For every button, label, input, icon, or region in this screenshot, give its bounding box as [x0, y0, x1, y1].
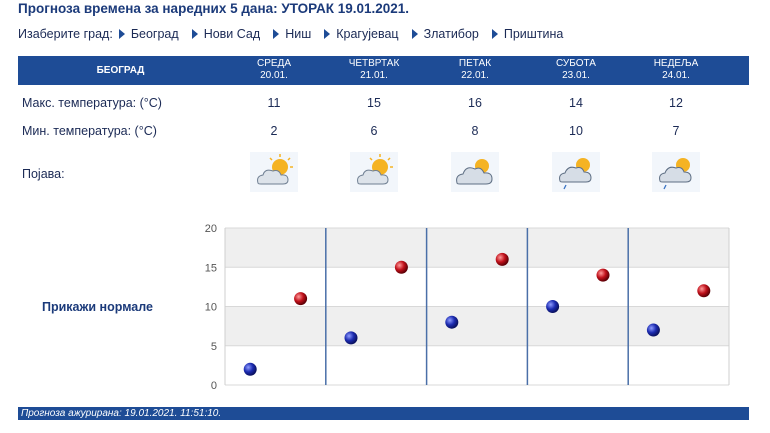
triangle-right-icon	[191, 29, 198, 39]
sun-behind-cloud-icon	[451, 152, 499, 192]
triangle-right-icon	[118, 29, 125, 39]
chart-y-tick-label: 5	[211, 341, 217, 353]
min-temp-label: Мин. температура: (°C)	[22, 124, 157, 138]
day-name: НЕДЕЉА	[653, 58, 699, 69]
max-temp-point	[495, 252, 509, 266]
triangle-right-icon	[273, 29, 280, 39]
sun-cloud-rain-icon	[652, 152, 700, 192]
temperature-chart: 0 5 10 15 20	[205, 224, 730, 392]
min-temp-value: 7	[672, 124, 680, 138]
city-link-novi-sad[interactable]: Нови Сад	[191, 27, 261, 41]
day-column-header: СРЕДА 20.01.	[224, 58, 324, 82]
max-temp-value: 12	[669, 96, 683, 110]
triangle-right-icon	[491, 29, 498, 39]
city-link-label: Ниш	[285, 27, 312, 41]
table-city-name: БЕОГРАД	[96, 65, 145, 76]
min-temp-point	[646, 323, 660, 337]
forecast-table-header: БЕОГРАД СРЕДА 20.01. ЧЕТВРТАК 21.01. ПЕТАК…	[18, 56, 749, 85]
city-selector: Изаберите град: Београд Нови Сад Ниш Кра…	[18, 27, 576, 41]
chart-y-tick-label: 10	[205, 302, 217, 314]
max-temp-value: 14	[569, 96, 583, 110]
sun-behind-cloud-icon	[350, 152, 398, 192]
max-temp-point	[697, 284, 711, 298]
max-temp-value: 16	[468, 96, 482, 110]
sun-behind-cloud-icon	[250, 152, 298, 192]
chart-band	[225, 228, 729, 268]
chart-band	[225, 345, 729, 385]
min-temp-point	[546, 300, 560, 313]
day-date: 20.01.	[260, 70, 288, 81]
city-link-label: Крагујевац	[336, 27, 399, 41]
triangle-right-icon	[324, 29, 331, 39]
day-column-header: СУБОТА 23.01.	[526, 58, 626, 82]
chart-y-tick-label: 0	[211, 380, 217, 392]
day-column-header: ЧЕТВРТАК 21.01.	[324, 58, 424, 82]
city-link-pristina[interactable]: Приштина	[491, 27, 564, 41]
city-link-label: Златибор	[423, 27, 479, 41]
chart-y-tick-label: 15	[205, 262, 217, 274]
day-name: ПЕТАК	[458, 58, 492, 69]
day-date: 22.01.	[461, 70, 489, 81]
chart-y-tick-label: 20	[205, 224, 217, 235]
page-title: Прогноза времена за наредних 5 дана: УТО…	[18, 1, 410, 16]
max-temp-point	[294, 292, 308, 306]
min-temp-value: 8	[471, 124, 479, 138]
day-column-header: НЕДЕЉА 24.01.	[626, 58, 726, 82]
day-date: 24.01.	[662, 70, 690, 81]
city-link-beograd[interactable]: Београд	[118, 27, 179, 41]
min-temp-value: 10	[569, 124, 583, 138]
day-date: 21.01.	[360, 70, 388, 81]
min-temp-point	[243, 362, 257, 376]
city-link-zlatibor[interactable]: Златибор	[411, 27, 479, 41]
city-link-label: Приштина	[503, 27, 564, 41]
max-temp-value: 11	[267, 96, 281, 110]
show-normals-link[interactable]: Прикажи нормале	[42, 300, 153, 314]
city-selector-label: Изаберите град:	[18, 27, 113, 41]
day-name: СУБОТА	[556, 58, 596, 69]
min-temp-value: 2	[270, 124, 278, 138]
city-link-kragujevac[interactable]: Крагујевац	[324, 27, 399, 41]
day-date: 23.01.	[562, 70, 590, 81]
chart-band	[225, 267, 729, 307]
day-name: СРЕДА	[256, 58, 291, 69]
chart-band	[225, 306, 729, 346]
max-temp-point	[596, 268, 610, 282]
phenomena-label: Појава:	[22, 167, 65, 181]
city-link-label: Нови Сад	[203, 27, 261, 41]
max-temp-value: 15	[367, 96, 381, 110]
triangle-right-icon	[411, 29, 418, 39]
day-column-header: ПЕТАК 22.01.	[425, 58, 525, 82]
max-temp-point	[394, 260, 408, 274]
update-footer: Прогноза ажурирана: 19.01.2021. 11:51:10…	[18, 407, 749, 420]
sun-cloud-rain-icon	[552, 152, 600, 192]
day-name: ЧЕТВРТАК	[348, 58, 400, 69]
max-temp-label: Макс. температура: (°C)	[22, 96, 162, 110]
city-link-nis[interactable]: Ниш	[273, 27, 311, 41]
min-temp-point	[445, 315, 459, 329]
min-temp-point	[344, 331, 358, 345]
city-link-label: Београд	[130, 27, 179, 41]
min-temp-value: 6	[370, 124, 378, 138]
